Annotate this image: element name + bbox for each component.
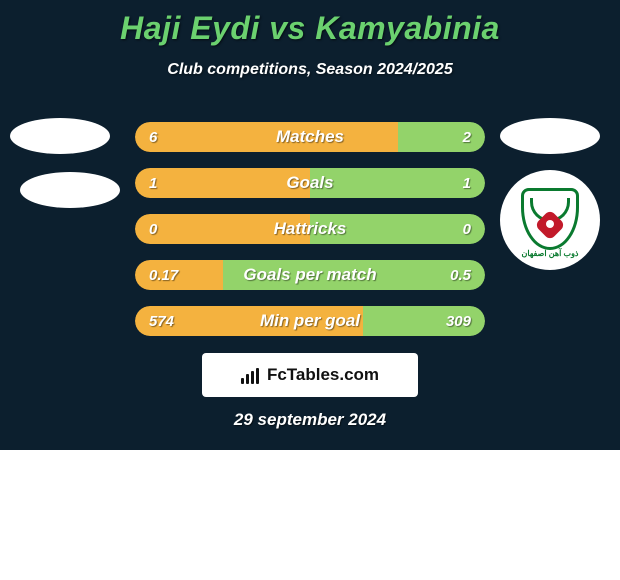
stat-bar-left — [135, 214, 310, 244]
stat-bar-right — [398, 122, 486, 152]
stat-row: Min per goal574309 — [135, 306, 485, 336]
logo-text: FcTables.com — [267, 365, 379, 385]
page-title: Haji Eydi vs Kamyabinia — [0, 0, 620, 47]
stats-bars: Matches62 Goals11 Hattricks00 Goals per mat… — [135, 122, 485, 352]
stat-row: Matches62 — [135, 122, 485, 152]
club-crest-icon: ذوب آهن اصفهان — [514, 180, 586, 260]
stat-row: Hattricks00 — [135, 214, 485, 244]
stat-row: Goals11 — [135, 168, 485, 198]
date-label: 29 september 2024 — [0, 410, 620, 430]
stat-bar-left — [135, 122, 398, 152]
left-player-avatar — [10, 118, 110, 154]
stat-bar-right — [310, 214, 485, 244]
stat-bar-right — [363, 306, 486, 336]
stat-bar-right — [223, 260, 486, 290]
crest-script: ذوب آهن اصفهان — [514, 249, 586, 258]
stat-bar-right — [310, 168, 485, 198]
left-club-avatar — [20, 172, 120, 208]
fctables-logo: FcTables.com — [202, 353, 418, 397]
stat-row: Goals per match0.170.5 — [135, 260, 485, 290]
right-club-avatar: ذوب آهن اصفهان — [500, 170, 600, 270]
stat-bar-left — [135, 306, 363, 336]
right-player-avatar — [500, 118, 600, 154]
stat-bar-left — [135, 168, 310, 198]
stat-bar-left — [135, 260, 223, 290]
subtitle: Club competitions, Season 2024/2025 — [0, 61, 620, 79]
comparison-card: Haji Eydi vs Kamyabinia Club competition… — [0, 0, 620, 450]
bar-chart-icon — [241, 366, 261, 384]
